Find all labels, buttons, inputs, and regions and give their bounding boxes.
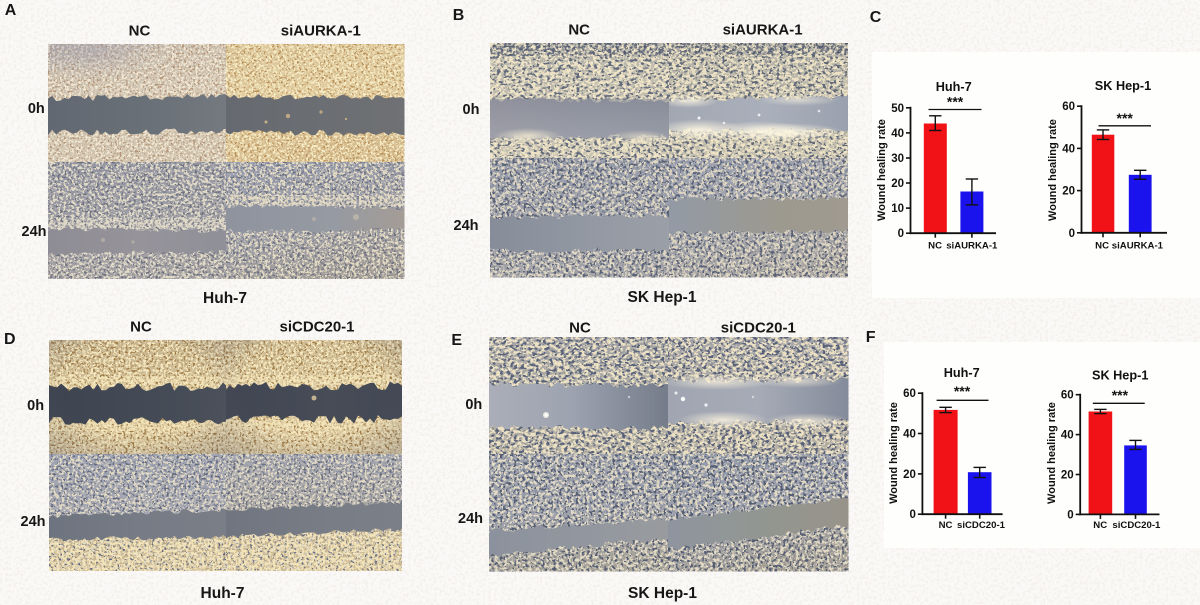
svg-text:Wound healing rate: Wound healing rate [1046, 402, 1058, 504]
svg-text:***: *** [947, 93, 964, 109]
svg-text:0: 0 [1067, 509, 1073, 521]
svg-text:siAURKA-1: siAURKA-1 [1112, 240, 1164, 251]
svg-text:NC: NC [1095, 240, 1109, 251]
svg-text:60: 60 [903, 388, 916, 400]
svg-text:SK Hep-1: SK Hep-1 [1095, 79, 1151, 93]
svg-text:Wound healing rate: Wound healing rate [888, 402, 900, 504]
svg-text:20: 20 [1062, 186, 1075, 198]
svg-text:60: 60 [1062, 101, 1075, 113]
svg-text:20: 20 [1061, 470, 1074, 482]
svg-text:Wound healing rate: Wound healing rate [1047, 119, 1059, 221]
svg-text:Huh-7: Huh-7 [944, 366, 980, 380]
svg-text:NC: NC [1093, 520, 1107, 531]
svg-text:20: 20 [891, 178, 904, 190]
svg-text:30: 30 [891, 153, 904, 165]
svg-text:0: 0 [1069, 228, 1075, 240]
svg-text:NC: NC [928, 240, 942, 251]
svg-text:***: *** [954, 383, 971, 399]
svg-text:50: 50 [891, 103, 904, 115]
svg-text:40: 40 [891, 128, 904, 140]
svg-text:10: 10 [891, 203, 904, 215]
svg-text:siAURKA-1: siAURKA-1 [946, 240, 998, 251]
svg-text:40: 40 [903, 429, 916, 441]
svg-text:20: 20 [903, 469, 916, 481]
svg-text:0: 0 [898, 228, 904, 240]
svg-text:***: *** [1112, 387, 1129, 403]
svg-text:siCDC20-1: siCDC20-1 [957, 520, 1006, 531]
svg-text:***: *** [1117, 110, 1134, 126]
svg-text:40: 40 [1062, 143, 1075, 155]
svg-text:siCDC20-1: siCDC20-1 [1112, 520, 1161, 531]
svg-text:40: 40 [1061, 430, 1074, 442]
svg-text:0: 0 [909, 509, 915, 521]
svg-text:SK Hep-1: SK Hep-1 [1092, 369, 1148, 383]
svg-text:Wound healing rate: Wound healing rate [876, 119, 888, 221]
svg-text:Huh-7: Huh-7 [936, 80, 972, 94]
svg-text:NC: NC [939, 520, 953, 531]
svg-text:60: 60 [1061, 390, 1074, 402]
